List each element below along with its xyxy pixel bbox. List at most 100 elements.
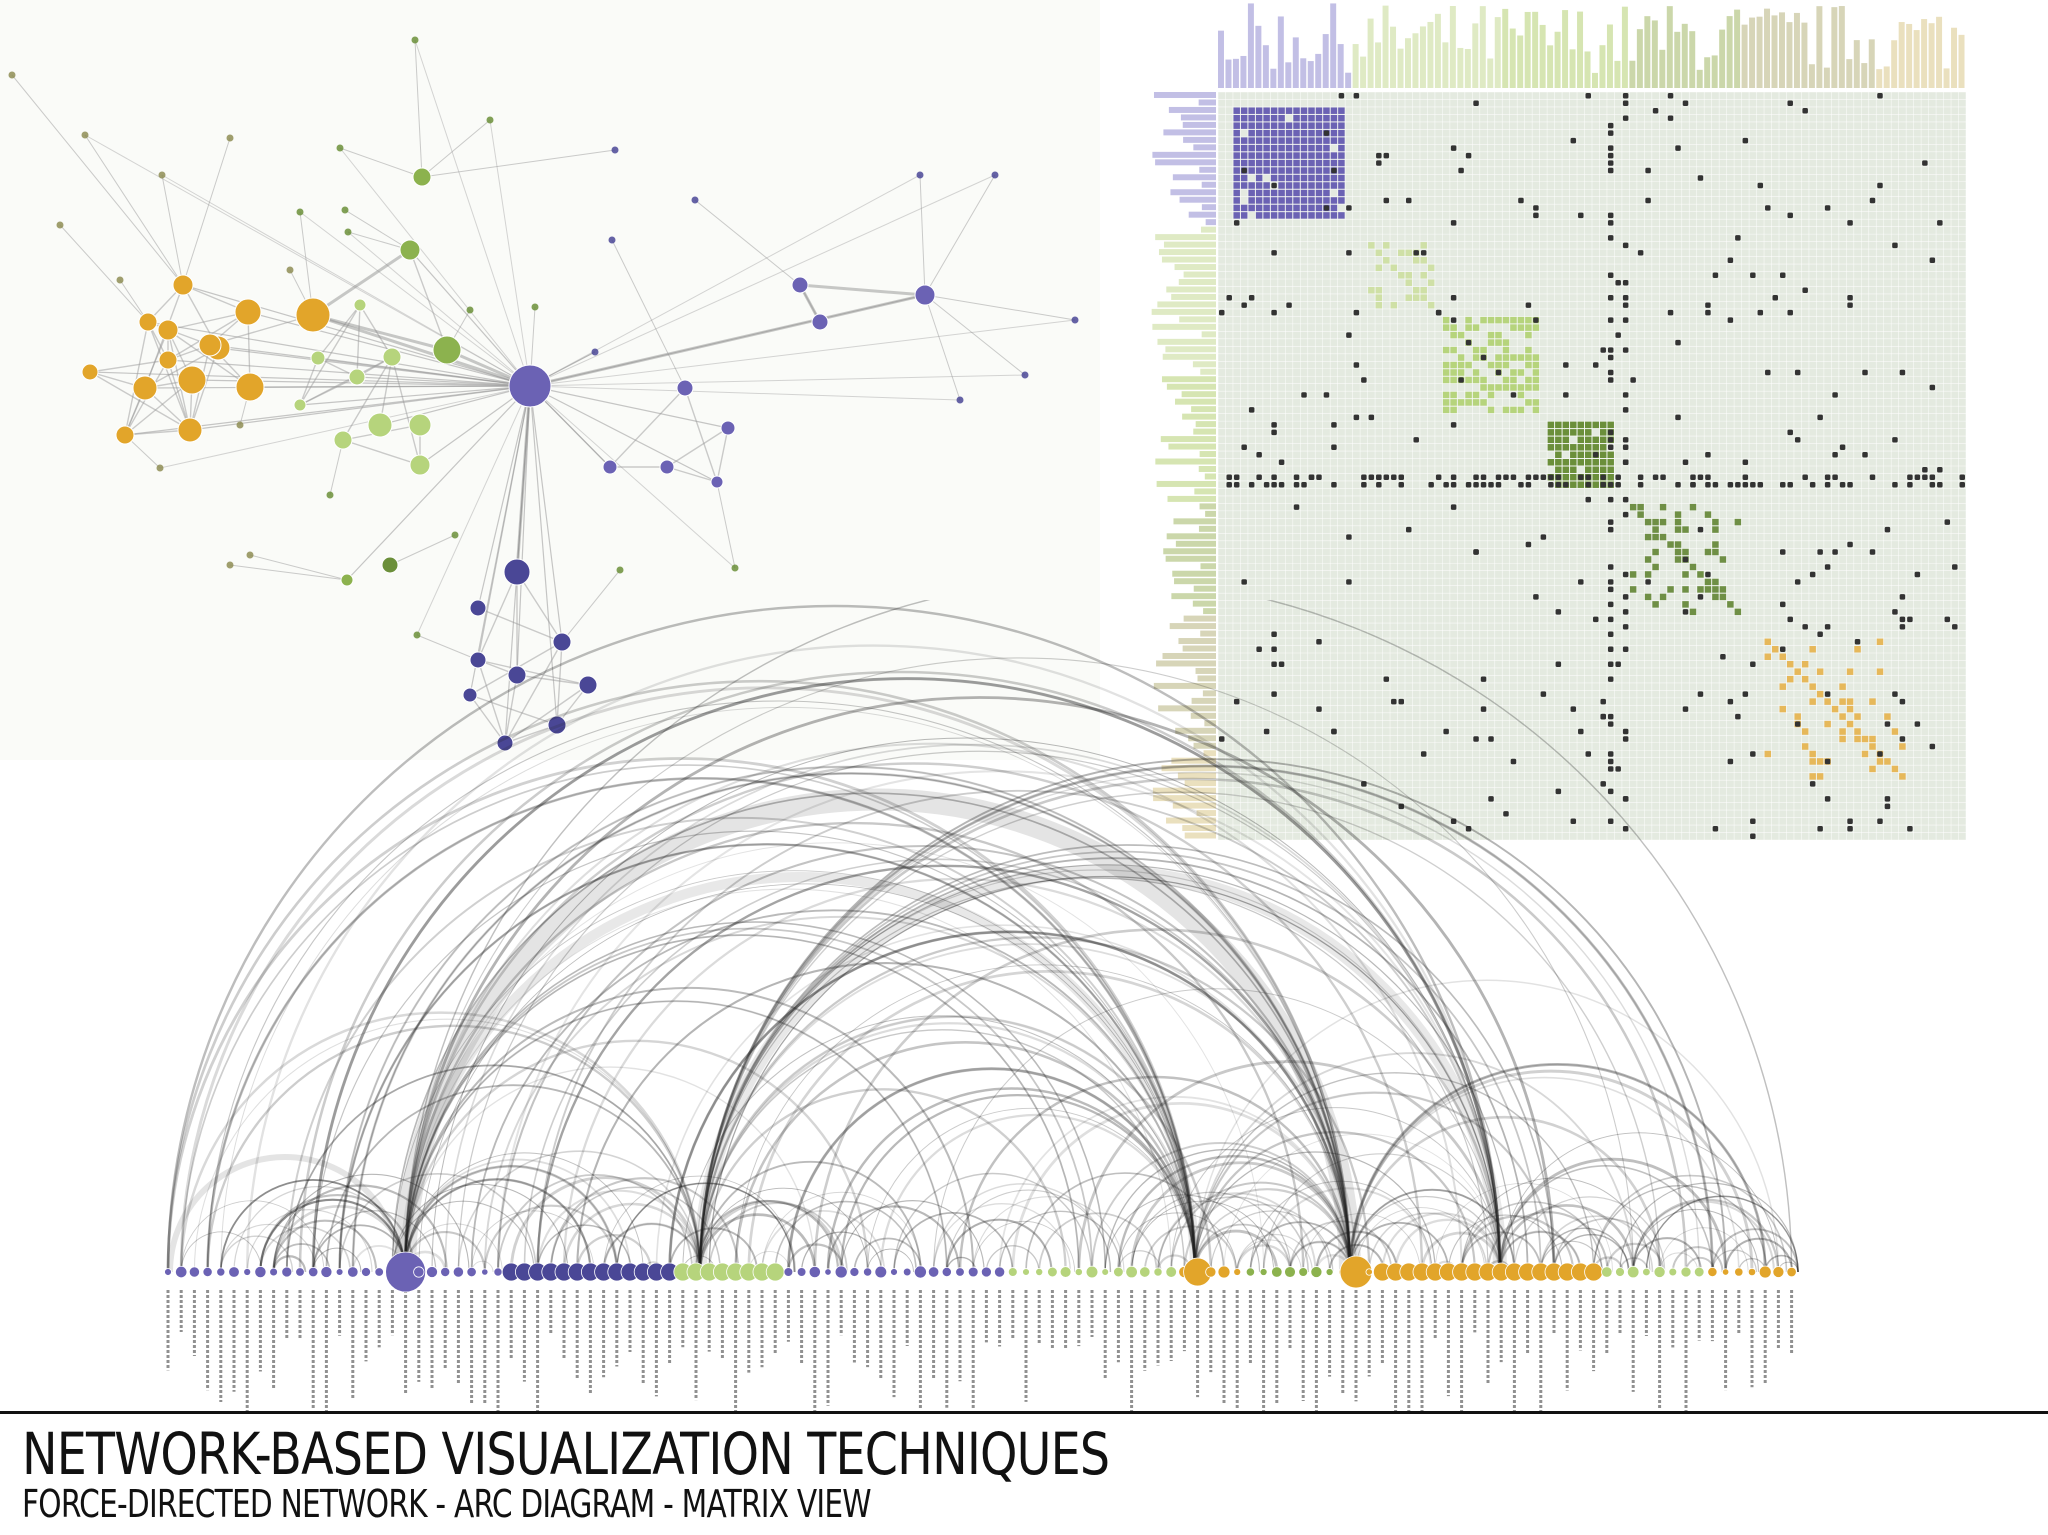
matrix-cell — [1383, 474, 1390, 480]
arc-link — [682, 1015, 1196, 1273]
matrix-cell — [1824, 691, 1831, 697]
network-node — [411, 36, 419, 44]
matrix-histogram-bar — [1152, 151, 1216, 158]
matrix-cell — [1615, 766, 1621, 772]
arc-link — [220, 1223, 317, 1273]
matrix-cell — [1816, 758, 1824, 765]
matrix-cell — [1607, 444, 1614, 451]
matrix-cell — [1607, 294, 1614, 301]
matrix-cell — [1622, 242, 1629, 249]
matrix-cell — [1607, 451, 1614, 459]
arc-link — [220, 1235, 294, 1273]
matrix-cell — [1480, 346, 1487, 354]
arc-link — [1671, 1246, 1724, 1273]
matrix-cell — [1599, 466, 1607, 473]
matrix-cell — [1457, 369, 1465, 376]
matrix-cell — [1480, 481, 1487, 488]
matrix-cell — [1435, 309, 1442, 316]
matrix-cell — [1607, 526, 1614, 533]
matrix-histogram-bar — [1569, 49, 1576, 88]
arc-link — [549, 1177, 740, 1273]
matrix-cell — [1562, 444, 1570, 451]
network-node — [408, 413, 432, 437]
matrix-cell — [1607, 145, 1614, 151]
arc-link — [1540, 1227, 1630, 1273]
arc-link — [615, 1182, 796, 1273]
matrix-cell — [1442, 391, 1450, 399]
network-node — [198, 333, 222, 357]
matrix-cell — [1600, 474, 1606, 480]
network-node — [156, 464, 164, 472]
matrix-histogram-bar — [1156, 660, 1216, 667]
matrix-cell — [1450, 346, 1457, 354]
matrix-cell — [1285, 107, 1293, 114]
matrix-histogram-bar — [1853, 40, 1860, 88]
matrix-cell — [1809, 781, 1816, 787]
arc-node — [941, 1266, 952, 1278]
arc-link — [602, 1222, 702, 1273]
matrix-cell — [1406, 526, 1412, 533]
matrix-cell — [1704, 578, 1712, 586]
arc-link — [180, 1231, 263, 1273]
matrix-cell — [1442, 361, 1450, 369]
network-edge — [229, 564, 348, 581]
matrix-cell — [1465, 376, 1472, 384]
matrix-cell — [1637, 481, 1644, 488]
matrix-cell — [1278, 661, 1285, 667]
matrix-cell — [1285, 152, 1293, 159]
matrix-cell — [1465, 391, 1472, 399]
arc-node — [796, 1267, 807, 1277]
network-edge — [342, 439, 421, 466]
matrix-cell — [1555, 474, 1562, 480]
matrix-cell — [1622, 796, 1629, 802]
matrix-cell — [1263, 144, 1270, 152]
matrix-cell — [1487, 331, 1495, 339]
matrix-cell — [1585, 444, 1592, 451]
matrix-cell — [1525, 331, 1532, 339]
matrix-cell — [1338, 182, 1345, 189]
arc-link — [285, 1064, 701, 1273]
matrix-cell — [1697, 586, 1704, 593]
matrix-cell — [1241, 444, 1247, 451]
matrix-cell — [1907, 481, 1913, 488]
matrix-cell — [1412, 257, 1420, 264]
matrix-cell — [1450, 818, 1457, 825]
arc-node — [281, 1266, 293, 1278]
matrix-cell — [1607, 481, 1614, 488]
arc-link — [1461, 1177, 1651, 1273]
arc-link — [404, 1178, 592, 1273]
matrix-cell — [1622, 115, 1629, 121]
matrix-cell — [1562, 421, 1570, 429]
arc-link — [698, 936, 1371, 1273]
matrix-cell — [1832, 549, 1838, 555]
matrix-cell — [1667, 309, 1674, 316]
matrix-cell — [1315, 197, 1323, 204]
matrix-cell — [1293, 107, 1300, 114]
matrix-cell — [1248, 129, 1255, 137]
network-edge — [344, 209, 411, 251]
matrix-cell — [1517, 406, 1525, 414]
matrix-cell — [1585, 429, 1592, 436]
matrix-cell — [1532, 361, 1540, 369]
matrix-cell — [1719, 556, 1727, 563]
matrix-histogram-bar — [1197, 675, 1216, 682]
matrix-cell — [1622, 392, 1629, 398]
matrix-cell — [1270, 137, 1278, 144]
network-node — [138, 312, 158, 332]
matrix-cell — [1293, 137, 1300, 144]
matrix-cell — [1368, 242, 1375, 249]
arc-node — [1125, 1265, 1138, 1279]
matrix-cell — [1353, 93, 1360, 99]
matrix-cell — [1884, 803, 1891, 810]
arc-link — [1460, 1201, 1603, 1273]
matrix-cell — [1570, 466, 1577, 473]
matrix-cell — [1323, 174, 1330, 182]
matrix-cell — [1659, 533, 1667, 541]
matrix-cell — [1293, 152, 1300, 159]
matrix-cell — [1442, 406, 1450, 414]
matrix-cell — [1315, 174, 1323, 182]
matrix-cell — [1420, 294, 1427, 301]
arc-link — [1486, 1211, 1609, 1273]
matrix-cell — [1331, 728, 1337, 735]
matrix-cell — [1301, 481, 1307, 488]
